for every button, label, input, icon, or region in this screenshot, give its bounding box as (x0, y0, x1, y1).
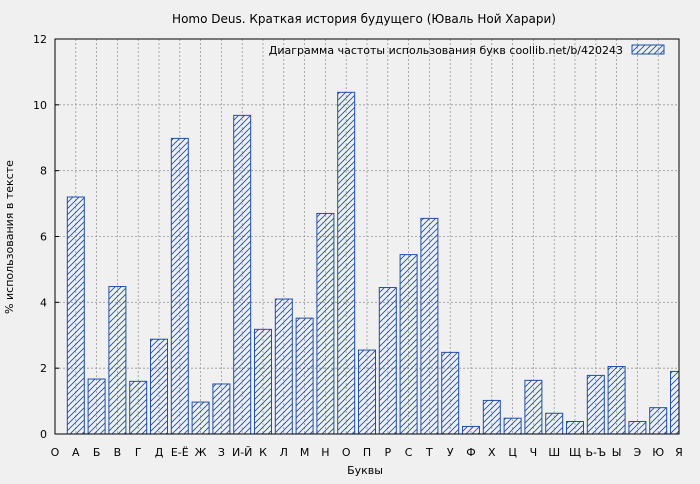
bar (337, 91, 356, 435)
bar (420, 217, 439, 435)
x-tick-label: Т (425, 446, 433, 459)
bars (66, 91, 680, 435)
x-tick-label: М (300, 446, 310, 459)
x-tick-label: Д (155, 446, 164, 459)
x-axis-label: Буквы (347, 464, 383, 477)
x-tick-label: И-Й (232, 446, 252, 459)
bar (316, 212, 335, 435)
x-tick-label: Х (488, 446, 496, 459)
x-tick-label: Б (93, 446, 101, 459)
x-tick-label: А (72, 446, 80, 459)
bar (274, 298, 293, 435)
x-tick-label: Ю (652, 446, 664, 459)
y-tick-label: 4 (40, 296, 47, 309)
bar (170, 137, 189, 435)
x-tick-label: В (114, 446, 122, 459)
bar (358, 349, 376, 435)
bar (441, 351, 460, 435)
bar (108, 286, 127, 435)
bar (399, 254, 418, 435)
bar (649, 407, 668, 435)
y-tick-label: 6 (40, 231, 47, 244)
bar (462, 425, 480, 435)
chart-title: Homo Deus. Краткая история будущего (Юва… (172, 12, 556, 26)
bar (670, 370, 680, 435)
bar (607, 366, 626, 435)
bar (254, 328, 272, 435)
bar (295, 317, 314, 435)
x-tick-labels: О А Б В Г Д Е-Ё Ж З И-Й К Л М Н О П Р С Т У Ф Х Ц Ч Ш Щ Ь-Ъ Ы Э Ю Я (51, 446, 683, 459)
x-tick-label: П (363, 446, 371, 459)
bar (586, 374, 605, 435)
x-tick-label: Щ (569, 446, 581, 459)
x-tick-label: Ч (530, 446, 538, 459)
bar (150, 338, 168, 435)
x-tick-label: Э (634, 446, 642, 459)
legend-label: Диаграмма частоты использования букв coo… (269, 44, 623, 57)
bar (482, 399, 501, 435)
bar (87, 378, 106, 435)
x-tick-label: О (342, 446, 351, 459)
bar (378, 287, 397, 435)
bar (212, 383, 231, 435)
bar (503, 417, 522, 435)
x-tick-label: З (218, 446, 225, 459)
x-tick-label: Я (675, 446, 683, 459)
x-tick-label: К (259, 446, 267, 459)
x-tick-label: Р (384, 446, 391, 459)
x-tick-label: Ы (612, 446, 622, 459)
y-tick-label: 10 (33, 99, 47, 112)
x-tick-label: Г (135, 446, 142, 459)
bar (628, 420, 647, 435)
x-tick-label: Ж (195, 446, 207, 459)
y-tick-label: 12 (33, 33, 47, 46)
x-tick-label: С (405, 446, 413, 459)
x-tick-label: О (51, 446, 60, 459)
y-tick-label: 8 (40, 165, 47, 178)
bar (129, 380, 148, 435)
y-tick-label: 0 (40, 428, 47, 441)
x-tick-label: У (447, 446, 454, 459)
bar (191, 401, 210, 435)
x-tick-label: Ф (466, 446, 475, 459)
bar (545, 412, 564, 435)
legend: Диаграмма частоты использования букв coo… (269, 44, 665, 57)
x-tick-label: Н (321, 446, 329, 459)
bar (524, 379, 543, 435)
bar (66, 196, 85, 435)
x-tick-label: Л (280, 446, 288, 459)
x-tick-label: Ь-Ъ (585, 446, 606, 459)
x-tick-label: Ш (548, 446, 560, 459)
x-tick-label: Ц (508, 446, 517, 459)
y-axis-label: % использования в тексте (3, 160, 16, 314)
bar (233, 114, 252, 435)
y-tick-labels: 0 2 4 6 8 10 12 (33, 33, 59, 441)
x-tick-label: Е-Ё (171, 446, 189, 459)
legend-swatch (631, 44, 665, 55)
y-tick-label: 2 (40, 362, 47, 375)
bar (566, 420, 584, 435)
